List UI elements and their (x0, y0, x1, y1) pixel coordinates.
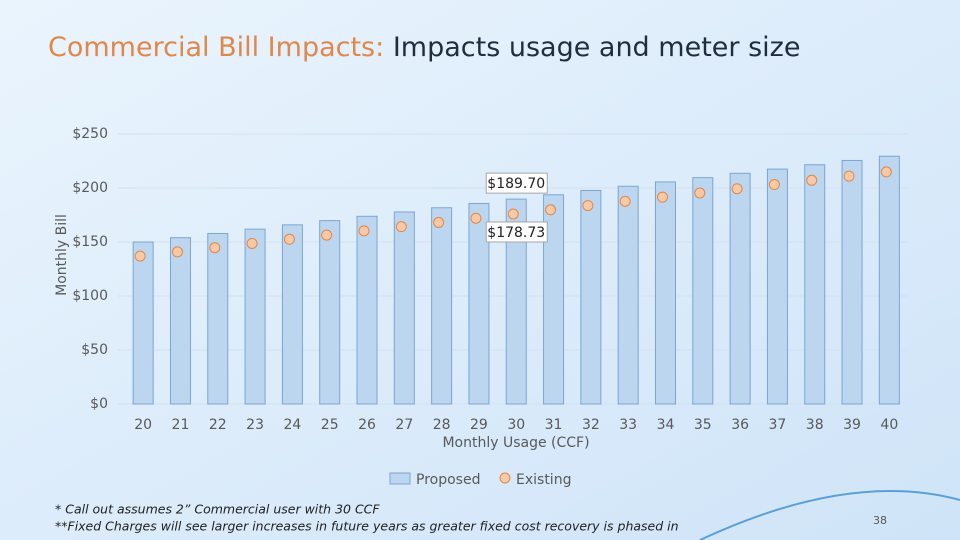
x-tick-label: 20 (134, 417, 152, 433)
point (246, 237, 258, 249)
y-tick-label: $50 (81, 342, 108, 358)
point (171, 246, 183, 258)
x-tick-label: 21 (172, 417, 190, 433)
point (507, 208, 519, 220)
bar (617, 185, 639, 405)
point (395, 221, 407, 233)
footnote: **Fixed Charges will see larger increase… (55, 519, 679, 534)
bar (841, 159, 863, 405)
x-tick-label: 22 (209, 417, 227, 433)
x-tick-label: 39 (843, 417, 861, 433)
legend-swatch (389, 472, 411, 485)
x-tick-label: 34 (657, 417, 675, 433)
bar (878, 155, 900, 405)
data-label-box (485, 172, 548, 194)
bar (132, 241, 154, 405)
y-tick-label: $100 (72, 288, 108, 304)
legend-swatch (499, 472, 511, 484)
bar (654, 181, 676, 405)
bar (505, 198, 527, 405)
point (843, 170, 855, 182)
x-tick-label: 31 (545, 417, 563, 433)
x-axis-title: Monthly Usage (CCF) (442, 435, 589, 451)
bar (729, 172, 751, 405)
data-label: $178.73 (487, 225, 545, 241)
bar (431, 207, 453, 405)
bar (319, 220, 341, 405)
x-tick-label: 35 (694, 417, 712, 433)
point (433, 216, 445, 228)
legend-label: Proposed (416, 472, 480, 488)
title-rest: Impacts usage and meter size (384, 32, 800, 63)
bar (393, 211, 415, 405)
point (209, 242, 221, 254)
point (470, 212, 482, 224)
y-tick-label: $200 (72, 180, 108, 196)
footnote: * Call out assumes 2” Commercial user wi… (55, 502, 380, 517)
bar (356, 215, 378, 405)
point (134, 250, 146, 262)
y-tick-label: $250 (72, 126, 108, 142)
slide-title: Commercial Bill Impacts: Impacts usage a… (48, 32, 800, 63)
x-tick-label: 33 (619, 417, 637, 433)
bar (244, 228, 266, 405)
bar (580, 189, 602, 405)
point (731, 183, 743, 195)
y-axis-title: Monthly Bill (54, 214, 70, 296)
bar (692, 177, 714, 405)
x-tick-label: 38 (806, 417, 824, 433)
point (358, 225, 370, 237)
bar (804, 164, 826, 405)
bar (281, 224, 303, 405)
x-tick-label: 27 (395, 417, 413, 433)
point (545, 204, 557, 216)
x-tick-label: 23 (246, 417, 264, 433)
bar (766, 168, 788, 405)
x-tick-label: 25 (321, 417, 339, 433)
bar (543, 194, 565, 405)
y-tick-label: $150 (72, 234, 108, 250)
bar (169, 237, 191, 405)
decor-swoosh (699, 490, 960, 540)
x-tick-label: 24 (283, 417, 301, 433)
x-tick-label: 26 (358, 417, 376, 433)
bar (207, 232, 229, 405)
x-tick-label: 30 (507, 417, 525, 433)
point (656, 191, 668, 203)
point (806, 174, 818, 186)
data-label-box (485, 221, 548, 243)
x-tick-label: 32 (582, 417, 600, 433)
point (880, 166, 892, 178)
x-tick-label: 28 (433, 417, 451, 433)
point (619, 195, 631, 207)
legend-label: Existing (516, 472, 571, 488)
x-tick-label: 36 (731, 417, 749, 433)
title-lead: Commercial Bill Impacts: (48, 32, 384, 63)
page-number: 38 (873, 514, 887, 527)
x-tick-label: 29 (470, 417, 488, 433)
x-tick-label: 37 (769, 417, 787, 433)
point (768, 179, 780, 191)
x-tick-label: 40 (880, 417, 898, 433)
point (582, 200, 594, 212)
point (321, 229, 333, 241)
bar (468, 202, 490, 405)
y-tick-label: $0 (90, 396, 108, 412)
point (283, 233, 295, 245)
point (694, 187, 706, 199)
data-label: $189.70 (487, 176, 545, 192)
